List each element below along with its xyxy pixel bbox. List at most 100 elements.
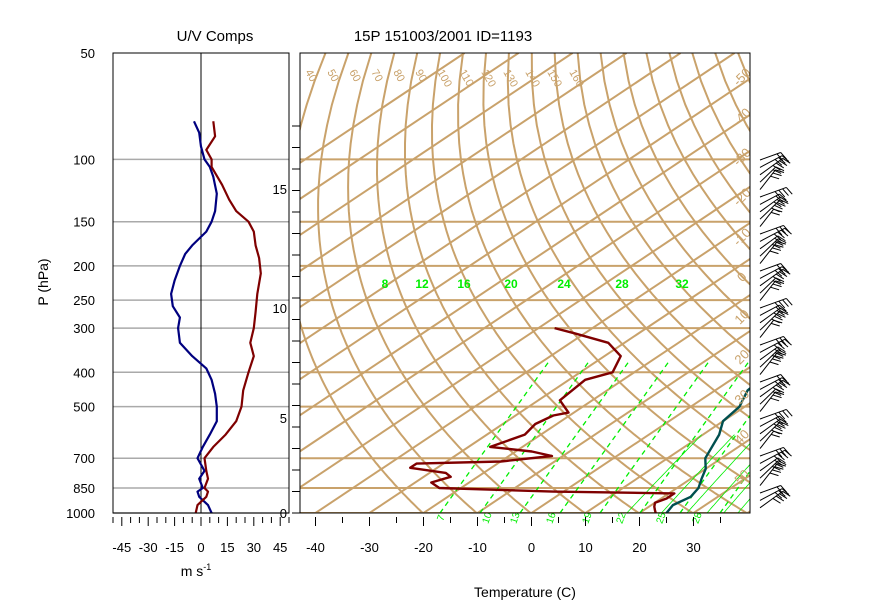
- dry-adiabat-label: 20: [731, 346, 752, 367]
- dry-adiabat: [737, 53, 750, 85]
- uv-x-tick-label: 15: [220, 540, 234, 555]
- height-tick-labels: 0 5 10 15: [273, 125, 300, 521]
- mixing-ratio-label: 12: [415, 277, 429, 291]
- uv-x-tick-label: 45: [273, 540, 287, 555]
- uv-series-line-0: [170, 120, 218, 514]
- dewpoint-profile: [409, 326, 676, 513]
- wind-barb: [759, 379, 791, 398]
- isotherm: [300, 77, 750, 381]
- temperature-profile: [665, 386, 750, 513]
- wind-barb: [759, 463, 787, 486]
- moist-adiabat: [559, 359, 671, 513]
- uv-x-tick-label: -30: [139, 540, 158, 555]
- moist-adiabat-label: 13: [509, 511, 523, 526]
- uv-x-axis-label: m s-1: [181, 562, 212, 579]
- pressure-tick-label: 100: [73, 152, 95, 167]
- uv-x-tick-labels: -45 -30 -15 0 15 30 45: [112, 517, 290, 555]
- wind-barb: [759, 208, 783, 227]
- dry-adiabat: [553, 53, 750, 387]
- wind-barb: [759, 349, 787, 368]
- wind-barb: [759, 155, 790, 168]
- moist-adiabat: [479, 359, 591, 513]
- dry-adiabat: [317, 53, 479, 513]
- mixing-ratio-line: [723, 482, 750, 513]
- uv-x-axis-unit-exponent: -1: [203, 562, 211, 572]
- height-tick-label: 15: [273, 182, 287, 197]
- wind-barb: [759, 488, 790, 501]
- dry-adiabat: [457, 53, 749, 513]
- isotherm: [692, 474, 750, 513]
- uv-x-axis-unit: m s: [181, 563, 204, 579]
- wind-barb: [759, 319, 783, 338]
- isotherm: [746, 510, 750, 513]
- isotherm-label: 40: [302, 68, 319, 85]
- temperature-tick-labels: -40 -30 -20 -10 0 10 20 30: [306, 517, 721, 555]
- uv-x-tick-label: -45: [112, 540, 131, 555]
- pressure-tick-labels: 1000 850 700 500 400 300 250 200 150 100 50: [66, 46, 95, 521]
- isotherm: [300, 113, 750, 417]
- pressure-tick-label: 200: [73, 259, 95, 274]
- wind-barb: [759, 310, 789, 331]
- sounding-profiles: [409, 326, 750, 513]
- mixing-ratio-line: [661, 434, 735, 513]
- wind-barb: [759, 169, 785, 190]
- moist-adiabat-label: 7: [436, 513, 448, 522]
- height-tick-label: 5: [280, 411, 287, 426]
- wind-barb: [759, 280, 785, 301]
- isotherms: [300, 53, 750, 513]
- wind-barb: [759, 430, 783, 449]
- isotherm-label: 160: [566, 68, 586, 90]
- temperature-tick-label: -10: [468, 540, 487, 555]
- wind-barb: [759, 196, 789, 213]
- mixing-ratio-label: 28: [615, 277, 629, 291]
- wind-barbs: [759, 152, 793, 509]
- dry-adiabat: [482, 53, 750, 484]
- uv-panel-title: U/V Comps: [177, 28, 254, 45]
- moist-adiabat-label: 10: [481, 511, 495, 526]
- dry-adiabat: [876, 53, 887, 521]
- mixing-ratio-label: 32: [675, 277, 689, 291]
- mixing-ratio-label: 24: [557, 277, 571, 291]
- pressure-tick-label: 850: [73, 481, 95, 496]
- isotherm: [300, 53, 628, 273]
- moist-adiabat: [719, 470, 750, 513]
- mixing-ratio-line: [737, 498, 750, 513]
- isotherm: [300, 53, 466, 165]
- wind-barb: [759, 157, 791, 176]
- mixing-ratio-line: [626, 434, 703, 513]
- pressure-tick-label: 300: [73, 321, 95, 336]
- mixing-ratio-line: [706, 463, 750, 513]
- wind-barb: [759, 408, 793, 421]
- uv-plot-frame: [112, 52, 290, 514]
- pressure-tick-label: 150: [73, 215, 95, 230]
- temperature-tick-label: -40: [306, 540, 325, 555]
- wind-barb: [759, 391, 785, 412]
- uv-pressure-gridlines: [113, 53, 289, 514]
- isotherm-label: 80: [390, 68, 407, 85]
- dry-adiabat: [761, 53, 887, 521]
- temperature-tick-label: 30: [686, 540, 700, 555]
- height-tick-label: 10: [273, 301, 287, 316]
- mixing-ratio-lines: [626, 434, 750, 513]
- wind-barb: [759, 277, 785, 294]
- isotherm-label: 60: [346, 68, 363, 85]
- wind-barb: [759, 186, 793, 199]
- isotherm: [300, 149, 750, 453]
- wind-barb: [759, 418, 789, 435]
- isotherm: [300, 53, 520, 201]
- dry-adiabat: [506, 53, 750, 452]
- mixing-ratio-label: 16: [457, 277, 471, 291]
- isotherm-label: 140: [522, 68, 542, 90]
- isotherm: [476, 329, 750, 513]
- dry-adiabat: [830, 53, 887, 521]
- wind-barb: [759, 227, 792, 242]
- wind-barb: [759, 338, 792, 353]
- temperature-tick-label: 0: [528, 540, 535, 555]
- dry-adiabat: [622, 53, 750, 286]
- dry-adiabats: [300, 53, 887, 521]
- moist-adiabat-label: 16: [545, 511, 559, 526]
- pressure-tick-label: 250: [73, 293, 95, 308]
- isotherm: [300, 185, 750, 489]
- wind-barb: [759, 388, 785, 405]
- isotherm-label: 150: [544, 68, 564, 90]
